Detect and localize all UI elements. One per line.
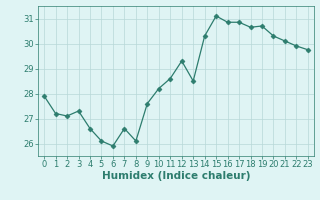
X-axis label: Humidex (Indice chaleur): Humidex (Indice chaleur) [102, 171, 250, 181]
